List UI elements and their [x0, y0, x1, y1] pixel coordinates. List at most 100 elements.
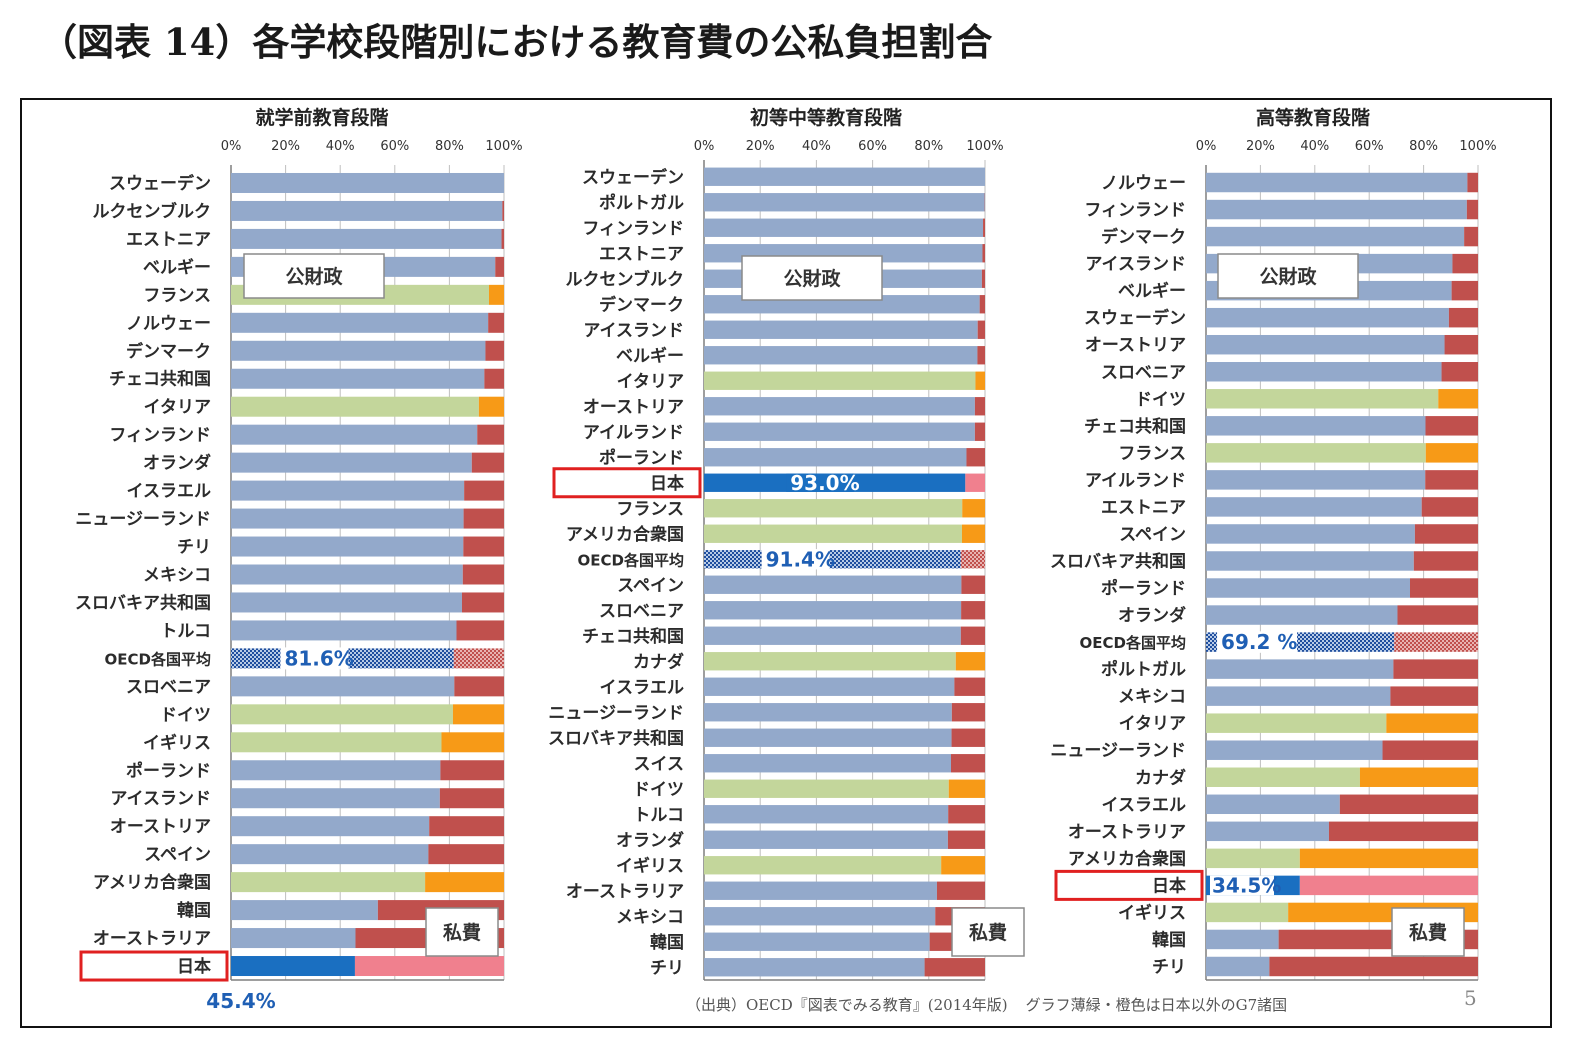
bar-private: [453, 648, 504, 669]
category-label: フランス: [143, 286, 211, 306]
value-label-bg: [761, 549, 830, 570]
category-label: フランス: [1118, 444, 1186, 464]
japan-highlight-box: [552, 467, 702, 499]
bar-public: [1206, 956, 1270, 977]
bar-private: [1438, 389, 1478, 409]
bar-private: [485, 340, 504, 361]
x-tick-label: 60%: [858, 139, 887, 154]
category-label: チリ: [1152, 957, 1186, 977]
x-tick-label: 0%: [221, 139, 242, 154]
category-label: アメリカ合衆国: [1068, 848, 1186, 869]
bar-public: [231, 676, 455, 697]
category-label: ベルギー: [616, 346, 684, 366]
bar-public: [1206, 199, 1467, 220]
bar-private: [936, 881, 985, 900]
bar-public: [231, 228, 502, 249]
category-label: カナダ: [1135, 767, 1186, 788]
category-label: OECD各国平均: [578, 551, 684, 569]
public-legend-box: [1217, 253, 1359, 299]
category-label: ノルウェー: [1101, 174, 1186, 194]
bar-public: [704, 626, 961, 645]
category-label: オーストリア: [583, 397, 684, 417]
category-label: スウェーデン: [109, 173, 211, 194]
chart-panel-1: 就学前教育段階 0% 20% 40% 60% 80% 100% スウェーデンルクセンブルクエス…: [75, 106, 523, 1013]
category-label: 韓国: [650, 932, 684, 953]
category-label: エストニア: [1101, 498, 1186, 518]
bar-public: [231, 732, 442, 753]
source-note: （出典）OECD『図表でみる教育』(2014年版) グラフ薄緑・橙色は日本以外のG…: [686, 994, 1287, 1015]
value-label-bg: [280, 647, 349, 670]
bar-private: [1421, 497, 1478, 517]
category-label: スロバキア共和国: [75, 593, 211, 613]
bar-private: [1414, 524, 1478, 544]
bar-public: [231, 704, 453, 725]
bar-private: [960, 550, 985, 569]
category-label: 韓国: [1152, 929, 1186, 950]
bar-public: [704, 881, 937, 900]
bar-public: [1206, 605, 1398, 625]
bar-private: [948, 779, 985, 798]
bar-public: [1206, 659, 1394, 679]
category-label: エストニア: [126, 230, 211, 250]
bar-public: [704, 371, 976, 390]
category-label: イタリア: [144, 398, 211, 418]
category-label: アメリカ合衆国: [566, 524, 684, 545]
bar-public: [704, 805, 949, 824]
chart-panel-3: 高等教育段階 0% 20% 40% 60% 80% 100% ノルウェーフィンランドデンマーク…: [1050, 106, 1497, 981]
category-label-japan: 日本: [1152, 875, 1186, 896]
bar-private: [974, 422, 985, 441]
bar-public: [1206, 902, 1289, 923]
bar-private: [1382, 740, 1478, 760]
bar-public: [704, 218, 984, 237]
bar-public: [704, 652, 956, 671]
bar-public: [704, 779, 949, 798]
category-label: オランダ: [1118, 605, 1186, 626]
category-label-japan: 日本: [177, 956, 211, 977]
bar-private: [1451, 280, 1478, 301]
bar-public: [1206, 307, 1449, 328]
private-legend-label: 私費: [1409, 921, 1447, 944]
category-label: フィンランド: [1084, 201, 1186, 221]
bar-private: [1413, 551, 1478, 571]
public-legend-box: [243, 253, 385, 299]
category-label: ポルトガル: [1101, 659, 1186, 680]
bar-private: [1359, 767, 1478, 787]
bar-private: [1393, 659, 1478, 679]
color-note: グラフ薄緑・橙色は日本以外のG7諸国: [1025, 996, 1288, 1014]
category-label: チリ: [650, 958, 684, 978]
bar-public: [1206, 713, 1387, 733]
x-tick-label: 20%: [1246, 139, 1275, 154]
bar-private: [1299, 848, 1478, 869]
bar-public: [1206, 740, 1383, 760]
bar-public: [1206, 686, 1391, 706]
bar-private: [947, 830, 985, 849]
bar-private: [983, 218, 985, 237]
bar-public: [231, 788, 440, 809]
bar-private: [961, 601, 985, 620]
bar-private: [965, 473, 985, 492]
x-tick-label: 40%: [1300, 139, 1329, 154]
category-label: ポーランド: [1101, 578, 1186, 599]
bar-private: [1386, 713, 1478, 733]
bar-private: [1410, 578, 1478, 598]
category-label: スペイン: [617, 576, 684, 596]
bar-public: [231, 424, 478, 445]
category-label: フィンランド: [109, 426, 211, 446]
japan-value-label: 34.5%: [1212, 873, 1281, 897]
bar-public: [231, 956, 355, 977]
bar-public: [231, 592, 462, 613]
bar-private: [981, 269, 985, 288]
bar-private: [462, 564, 504, 585]
bar-private: [977, 320, 985, 339]
bar-private: [975, 371, 985, 390]
category-label: アイスランド: [1085, 255, 1186, 275]
private-legend-box: [951, 907, 1025, 957]
public-legend-label: 公財政: [783, 267, 841, 290]
bar-public: [704, 856, 942, 875]
bar-private: [924, 958, 985, 977]
category-label: デンマーク: [126, 341, 211, 362]
bar-public: [1206, 794, 1340, 815]
bar-private: [954, 677, 985, 696]
bar-public: [704, 422, 975, 441]
